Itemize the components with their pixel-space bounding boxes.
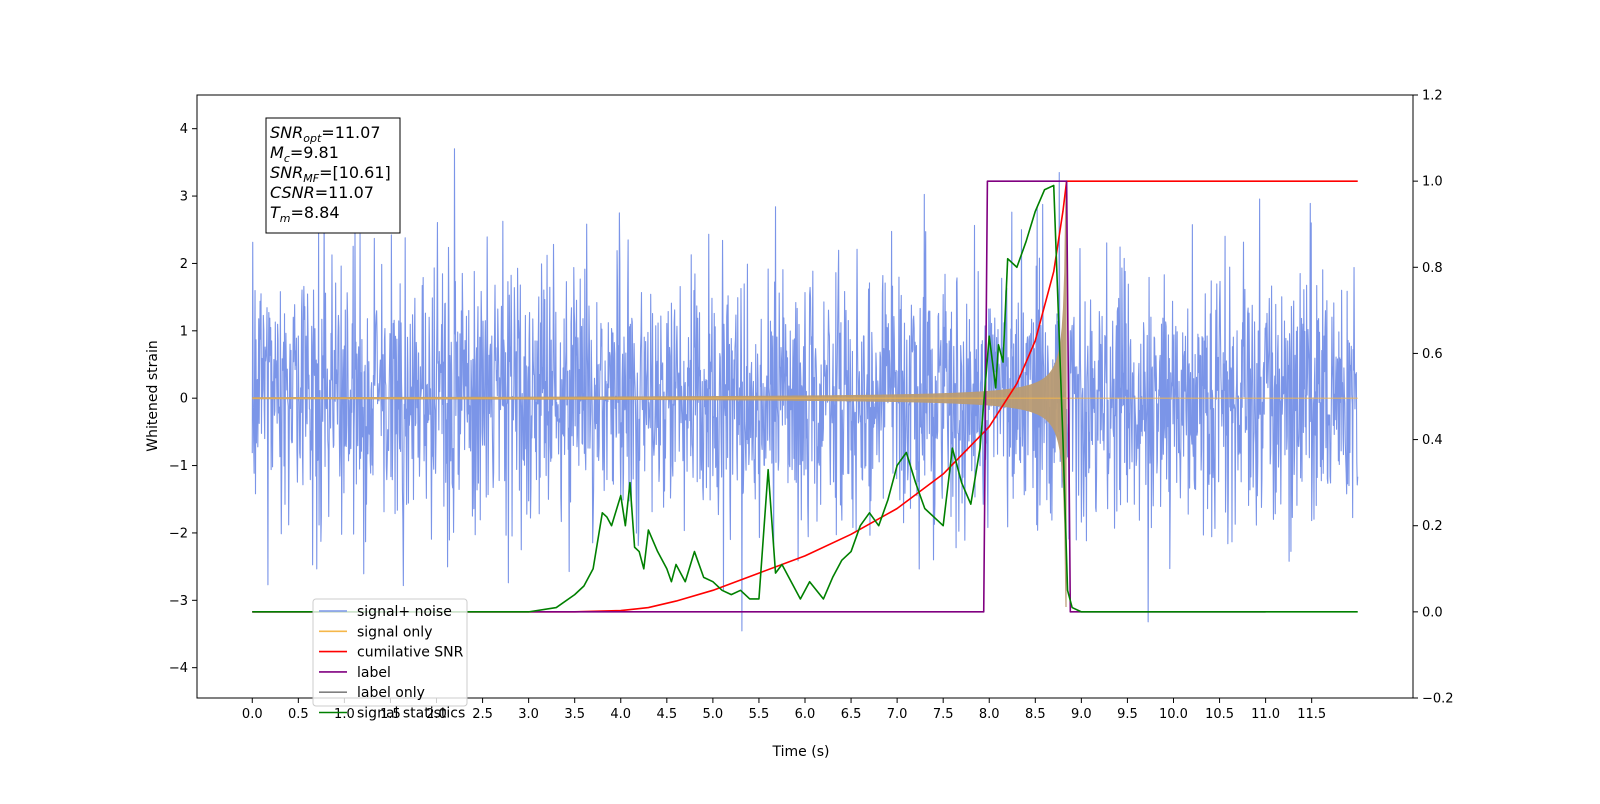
x-tick-label: 9.0 [1071, 707, 1092, 722]
y-tick-label: −1 [169, 459, 188, 474]
x-tick-label: 0.5 [288, 707, 309, 722]
x-tick-label: 11.5 [1297, 707, 1326, 722]
signal-layer [252, 189, 1358, 608]
annotation-symbol: SNR [270, 163, 303, 182]
x-tick-label: 10.0 [1159, 707, 1188, 722]
annotation-line: Tm=8.84 [270, 203, 340, 225]
x-tick-label: 1.0 [334, 707, 355, 722]
x-tick-label: 4.5 [656, 707, 677, 722]
x-axis: 0.0 0.5 1.0 1.5 2.0 2.5 3.0 3.5 4.0 4.5 5.0 5.5 6.0 6… [242, 698, 1326, 722]
x-tick-label: 7.0 [887, 707, 908, 722]
x-tick-label: 3.0 [518, 707, 539, 722]
annotation-box-frame [265, 117, 401, 234]
x-tick-label: 6.5 [841, 707, 862, 722]
y-tick-label: −2 [169, 526, 188, 541]
x-tick-label: 5.5 [749, 707, 770, 722]
x-tick-label: 11.0 [1251, 707, 1280, 722]
legend-label: label [357, 665, 391, 681]
y2-tick-label: 1.0 [1422, 175, 1443, 190]
y-tick-label: 3 [180, 190, 188, 205]
x-tick-label: 3.5 [564, 707, 585, 722]
legend-label: signal statistics [357, 706, 465, 722]
x-tick-label: 2.5 [472, 707, 493, 722]
series-signal-statistics [252, 184, 1358, 613]
annotation-subscript: opt [303, 132, 322, 145]
annotation-symbol: CSNR [270, 183, 315, 202]
x-tick-label: 10.5 [1205, 707, 1234, 722]
annotation-value: =[10.61] [319, 163, 391, 182]
y2-tick-label: 0.4 [1422, 433, 1443, 448]
y-tick-label: 2 [180, 257, 188, 272]
x-tick-label: 9.5 [1117, 707, 1138, 722]
y2-tick-label: 0.6 [1422, 347, 1443, 362]
legend-label: signal only [357, 624, 432, 640]
series-signal-noise [251, 148, 1359, 632]
annotation-value: =11.07 [315, 183, 374, 202]
x-tick-label: 7.5 [933, 707, 954, 722]
y2-tick-label: −0.2 [1422, 692, 1454, 707]
x-tick-label: 8.5 [1025, 707, 1046, 722]
x-tick-label: 0.0 [242, 707, 263, 722]
annotation-symbol: M [270, 143, 284, 162]
y2-tick-label: 0.8 [1422, 261, 1443, 276]
annotation-box: SNRopt=11.07Mc=9.81SNRMF=[10.61]CSNR=11.… [265, 117, 401, 234]
annotation-line: SNRMF=[10.61] [270, 163, 391, 185]
legend-frame [312, 598, 468, 707]
x-tick-label: 8.0 [979, 707, 1000, 722]
annotation-subscript: c [284, 152, 290, 165]
annotation-subscript: MF [303, 172, 319, 185]
series-cumulative-snr [252, 180, 1358, 613]
legend-label: label only [357, 685, 425, 701]
annotation-symbol: SNR [270, 123, 303, 142]
x-tick-label: 2.0 [426, 707, 447, 722]
y2-tick-label: 0.2 [1422, 519, 1443, 534]
y2-tick-label: 0.0 [1422, 605, 1443, 620]
annotation-value: =8.84 [291, 203, 340, 222]
y2-tick-label: 1.2 [1422, 89, 1443, 104]
y-tick-label: 4 [180, 122, 188, 137]
annotation-line: SNRopt=11.07 [270, 123, 381, 145]
y-tick-label: −3 [169, 594, 188, 609]
legend: signal+ noise signal only cumilative SNR la… [312, 598, 468, 722]
legend-label: cumilative SNR [357, 645, 464, 661]
annotation-subscript: m [280, 212, 291, 225]
x-axis-title: Time (s) [772, 744, 830, 760]
legend-label: signal+ noise [357, 604, 452, 620]
annotation-line: CSNR=11.07 [270, 183, 374, 202]
right-series-layer [252, 180, 1358, 613]
annotation-line: Mc=9.81 [270, 143, 339, 165]
noise-layer [251, 148, 1359, 632]
y-axis-left: 4 3 2 1 0 −1 −2 −3 −4 [169, 122, 197, 676]
y-tick-label: −4 [169, 661, 188, 676]
x-tick-label: 6.0 [795, 707, 816, 722]
y-axis-right: 1.2 1.0 0.8 0.6 0.4 0.2 0.0 −0.2 [1413, 89, 1454, 707]
x-tick-label: 5.0 [703, 707, 724, 722]
y-tick-label: 0 [180, 392, 188, 407]
y-axis-title: Whitened strain [145, 340, 161, 451]
annotation-value: =9.81 [290, 143, 339, 162]
annotation-value: =11.07 [321, 123, 380, 142]
x-tick-label: 1.5 [380, 707, 401, 722]
y-tick-label: 1 [180, 324, 188, 339]
annotation-symbol: T [270, 203, 281, 222]
x-tick-label: 4.0 [610, 707, 631, 722]
